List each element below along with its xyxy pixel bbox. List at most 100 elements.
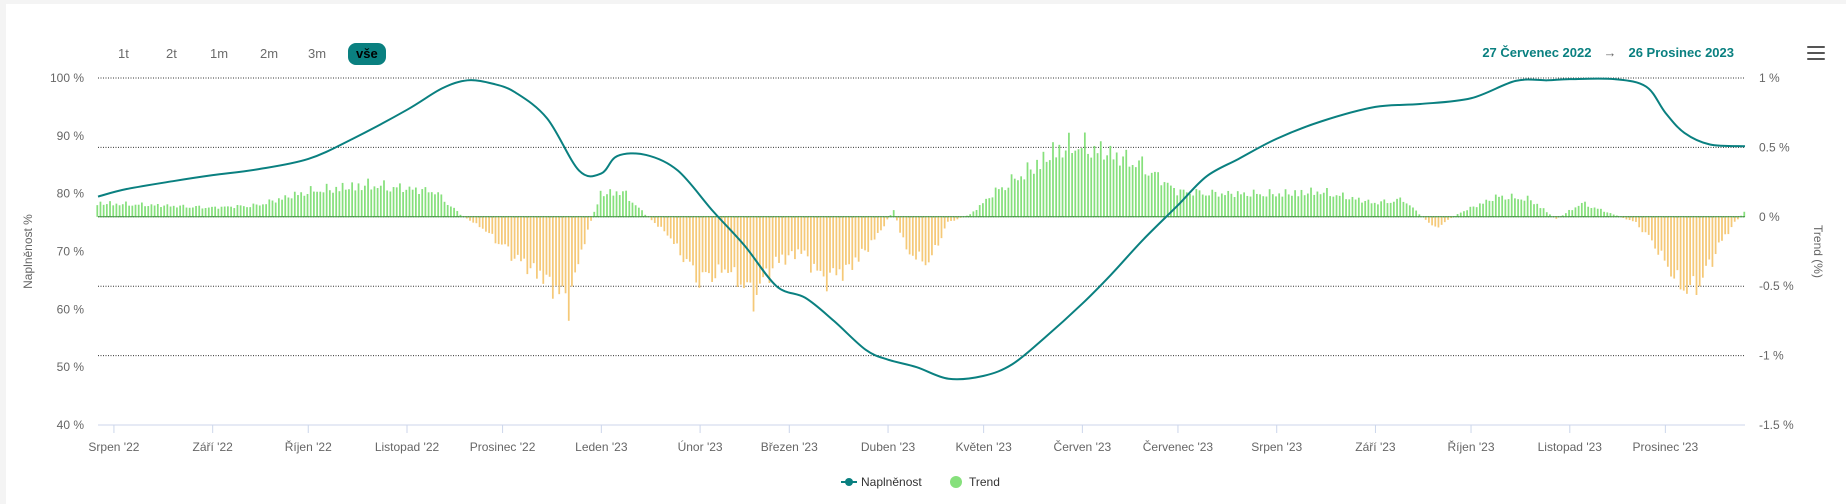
date-range-display[interactable]: 27 Červenec 2022 → 26 Prosinec 2023: [1482, 45, 1734, 60]
trend-bar: [96, 205, 99, 217]
trend-bar: [1055, 157, 1058, 217]
date-to[interactable]: 26 Prosinec 2023: [1628, 45, 1734, 60]
range-button-1m[interactable]: 1m: [210, 46, 229, 61]
trend-bar: [1058, 144, 1061, 217]
trend-bar: [1074, 150, 1077, 217]
trend-bar: [1246, 195, 1249, 217]
trend-bar: [940, 216, 943, 239]
trend-bar: [663, 216, 666, 232]
trend-bar: [497, 216, 500, 245]
trend-bar: [105, 204, 108, 217]
trend-bar: [1326, 188, 1328, 217]
trend-bar: [615, 191, 618, 217]
trend-bar: [510, 216, 513, 261]
trend-bar: [816, 216, 819, 271]
trend-bar: [376, 188, 379, 217]
range-button-2m[interactable]: 2m: [260, 46, 279, 61]
trend-bar: [723, 216, 726, 270]
trend-bar: [625, 190, 627, 217]
trend-bar: [545, 216, 548, 275]
trend-bar: [997, 189, 1000, 217]
trend-bar: [609, 189, 612, 217]
trend-bar: [1287, 194, 1290, 217]
trend-bar: [1182, 189, 1185, 217]
trend-bar: [325, 183, 328, 217]
trend-bar: [790, 216, 793, 252]
legend-item-trend[interactable]: Trend: [969, 475, 1000, 489]
trend-bar: [1064, 150, 1067, 217]
range-button-3m[interactable]: 3m: [308, 46, 327, 61]
trend-bar: [730, 216, 733, 273]
trend-bar: [1529, 200, 1532, 217]
trend-bar: [258, 205, 261, 217]
trend-bar: [1173, 187, 1175, 217]
trend-bar: [214, 206, 217, 217]
trend-bar: [520, 216, 522, 262]
trend-bar: [163, 205, 166, 217]
trend-bar: [1367, 199, 1370, 217]
trend-bar: [1217, 196, 1220, 217]
trend-bar: [1520, 199, 1523, 217]
trend-bar: [1472, 206, 1475, 217]
date-arrow: →: [1603, 45, 1617, 60]
x-tick-label: Prosinec '23: [1633, 440, 1699, 454]
trend-bar: [1357, 197, 1360, 217]
trend-bar: [1109, 145, 1112, 217]
y-left-tick-label: 90 %: [57, 129, 85, 143]
trend-bar: [1574, 207, 1577, 217]
x-tick-label: Září '23: [1355, 440, 1396, 454]
trend-bar: [383, 180, 385, 217]
trend-bar: [1160, 185, 1163, 217]
trend-bar: [141, 202, 143, 217]
trend-bar: [704, 216, 707, 273]
trend-bar: [297, 195, 299, 217]
trend-bar: [1093, 145, 1096, 217]
trend-bar: [966, 215, 968, 217]
trend-bar: [1399, 197, 1402, 217]
legend[interactable]: Naplněnost Trend: [841, 475, 1000, 489]
trend-bar: [768, 216, 771, 283]
trend-bar: [1211, 189, 1214, 217]
range-button-1t[interactable]: 1t: [118, 46, 129, 61]
trend-bar: [453, 207, 455, 217]
trend-bar: [596, 204, 599, 217]
trend-bar: [1603, 211, 1605, 217]
hamburger-menu-icon[interactable]: [1807, 46, 1825, 62]
range-button-2t[interactable]: 2t: [166, 46, 177, 61]
trend-bar: [1450, 216, 1453, 219]
legend-item-naplnenost[interactable]: Naplněnost: [861, 475, 922, 489]
trend-bar: [1631, 216, 1634, 222]
trend-bar: [1297, 196, 1300, 217]
trend-bar: [752, 216, 755, 312]
trend-bar: [1389, 202, 1392, 217]
trend-bar: [485, 216, 487, 232]
trend-bar: [1418, 214, 1421, 217]
date-from[interactable]: 27 Červenec 2022: [1482, 45, 1592, 60]
trend-bar: [1539, 208, 1542, 217]
range-button-vše[interactable]: vše: [348, 43, 386, 65]
trend-bar: [367, 178, 369, 217]
trend-bar: [252, 203, 255, 217]
trend-bar: [1577, 205, 1580, 217]
trend-bar: [1517, 199, 1519, 217]
trend-bar: [972, 211, 975, 217]
trend-bar: [682, 216, 685, 263]
trend-bar: [1233, 197, 1236, 217]
y-left-tick-label: 70 %: [57, 245, 85, 259]
trend-bar: [1584, 201, 1586, 217]
trend-bar: [1431, 216, 1433, 226]
trend-bars: [96, 132, 1746, 321]
trend-bar: [1166, 182, 1169, 217]
trend-bar: [536, 216, 538, 279]
trend-bar: [1099, 141, 1102, 217]
trend-bar: [969, 214, 972, 217]
trend-bar: [1214, 191, 1217, 217]
trend-bar: [1157, 172, 1159, 217]
trend-bar: [1268, 189, 1271, 217]
trend-bar: [622, 191, 624, 217]
trend-bar: [529, 216, 532, 269]
trend-bar: [1112, 159, 1115, 217]
trend-bar: [873, 216, 876, 240]
trend-bar: [959, 216, 962, 218]
trend-bar: [660, 216, 663, 227]
